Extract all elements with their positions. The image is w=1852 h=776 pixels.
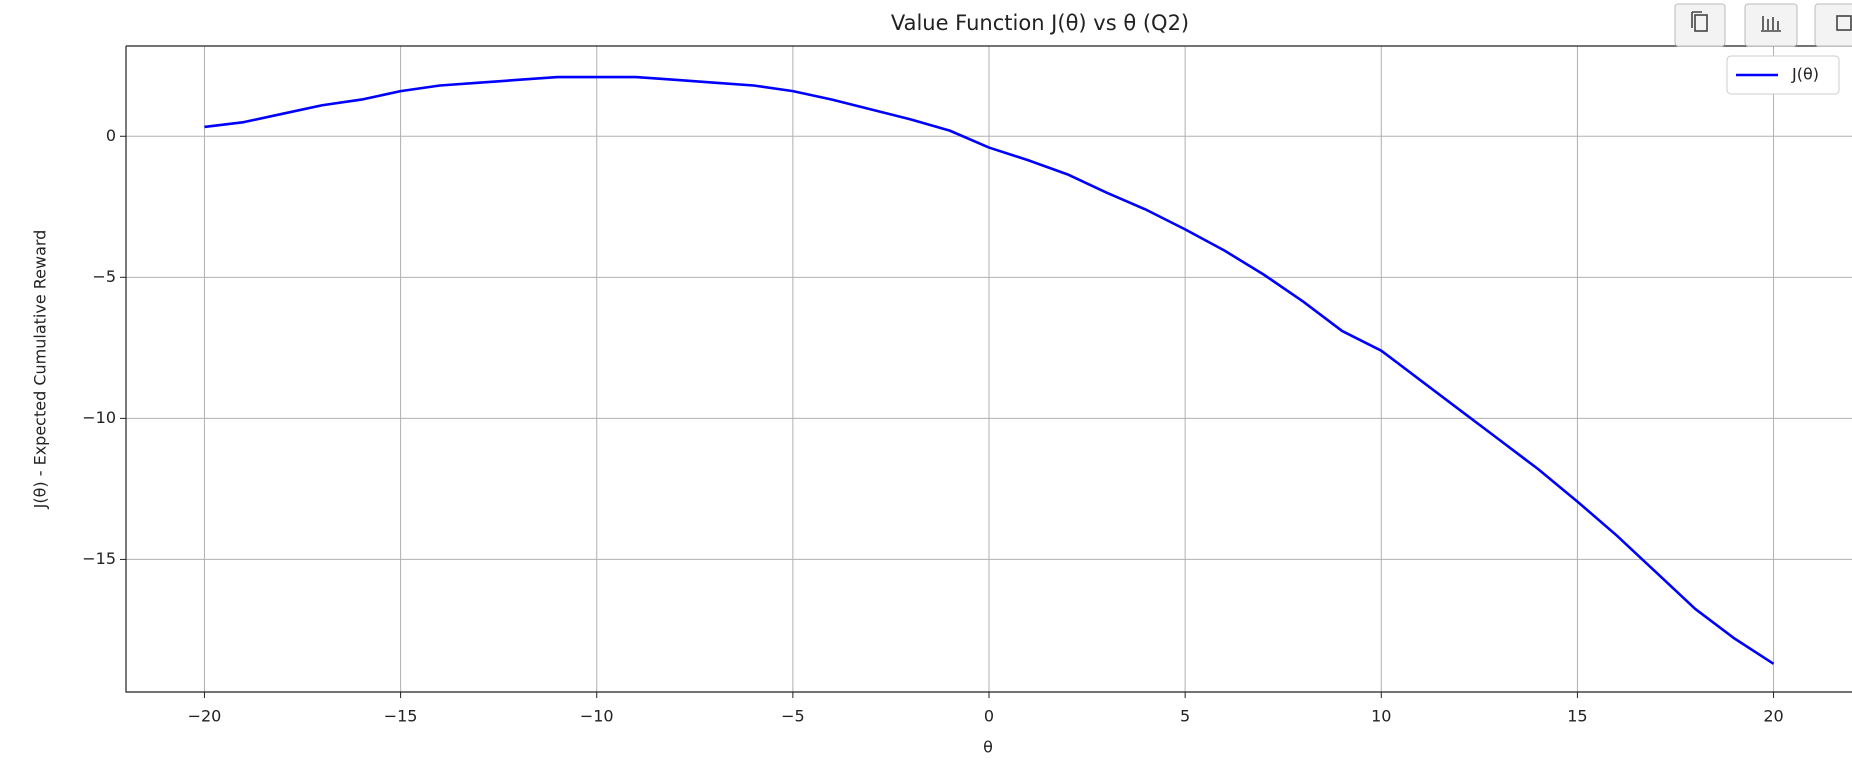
y-tick-label: −15	[82, 549, 116, 568]
y-tick-label: 0	[106, 126, 116, 145]
y-tick-label: −10	[82, 408, 116, 427]
x-tick-label: −10	[580, 707, 614, 726]
copy-button[interactable]	[1674, 3, 1726, 47]
y-axis-label: J(θ) - Expected Cumulative Reward	[31, 230, 50, 510]
legend: J(θ)	[1726, 55, 1840, 95]
plot-lines	[204, 75, 1775, 665]
legend-label: J(θ)	[1791, 65, 1819, 84]
x-tick-label: 0	[984, 707, 994, 726]
legend-box	[1726, 55, 1840, 95]
x-tick-label: 10	[1371, 707, 1391, 726]
x-axis-label: θ	[983, 738, 993, 757]
x-tick-label: 20	[1763, 707, 1783, 726]
chart-title: Value Function J(θ) vs θ (Q2)	[891, 11, 1189, 35]
chart-button[interactable]	[1744, 3, 1798, 47]
x-tick-label: 5	[1180, 707, 1190, 726]
x-tick-label: −20	[188, 707, 222, 726]
y-tick-label: −5	[92, 267, 116, 286]
grid	[126, 46, 1852, 692]
plot-frame	[125, 45, 1852, 693]
axes: −20 −15 −10 −5 0 5 10 15 20 0 −5 −10 −15	[82, 45, 1852, 726]
toolbar	[1674, 3, 1852, 47]
data-line	[204, 75, 1775, 665]
x-tick-label: 15	[1567, 707, 1587, 726]
x-tick-label: −15	[384, 707, 418, 726]
x-tick-label: −5	[781, 707, 805, 726]
save-button[interactable]	[1814, 3, 1852, 47]
